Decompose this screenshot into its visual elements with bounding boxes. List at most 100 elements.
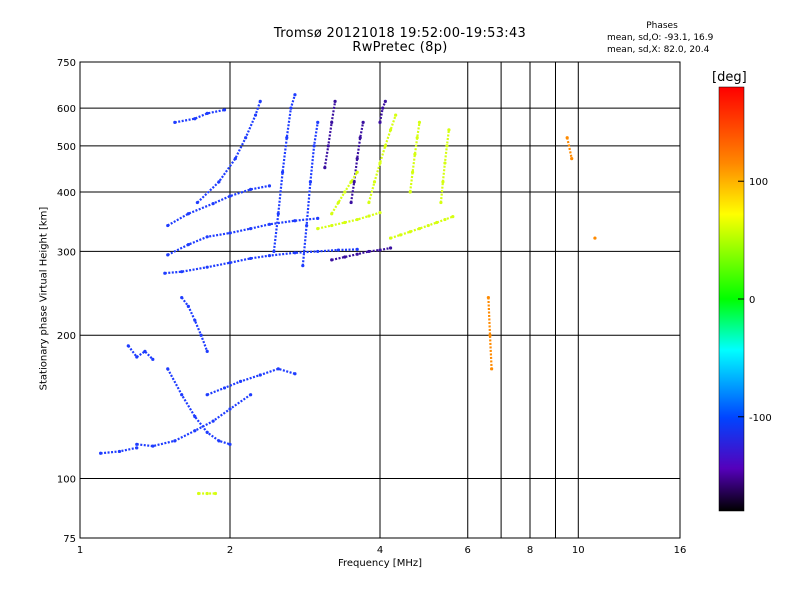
echo-trace <box>323 101 337 168</box>
stats-o-mode: mean, sd,O: -93.1, 16.9 <box>607 33 714 43</box>
echo-point <box>367 249 371 254</box>
echo-point <box>486 295 490 300</box>
echo-point <box>289 106 293 110</box>
echo-point <box>378 248 382 252</box>
echo-trace <box>350 122 365 203</box>
echo-point <box>173 439 177 443</box>
echo-point <box>228 442 232 446</box>
echo-trace <box>167 217 318 256</box>
echo-point <box>180 270 184 274</box>
echo-point <box>367 214 371 218</box>
echo-point <box>217 439 221 443</box>
echo-point <box>355 157 359 161</box>
y-tick-label: 600 <box>57 104 76 115</box>
echo-point <box>199 333 203 337</box>
echo-point <box>285 136 289 140</box>
echo-point <box>205 111 209 115</box>
echo-trace <box>409 122 421 193</box>
echo-point <box>349 200 353 205</box>
x-tick-label: 1 <box>77 545 83 556</box>
echo-point <box>193 414 197 419</box>
echo-point <box>358 136 362 140</box>
echo-point <box>399 233 403 237</box>
echo-point <box>173 120 177 124</box>
y-tick-label: 300 <box>57 247 76 258</box>
echo-point <box>426 223 430 228</box>
echo-point <box>217 180 221 184</box>
echo-point <box>193 429 197 433</box>
x-tick-label: 8 <box>527 545 533 556</box>
echo-point <box>305 223 309 228</box>
echo-point <box>272 249 276 254</box>
colorbar-tick-label: 0 <box>749 295 755 306</box>
echo-point <box>323 166 327 170</box>
echo-point <box>99 451 103 455</box>
echo-point <box>126 344 130 348</box>
echo-point <box>249 393 253 397</box>
x-axis-label: Frequency [MHz] <box>337 558 423 569</box>
echo-point <box>205 235 209 239</box>
echo-point <box>211 202 215 206</box>
echo-point <box>490 367 494 371</box>
echo-trace <box>378 101 387 123</box>
echo-point <box>293 219 297 223</box>
echo-point <box>267 253 272 258</box>
colorbar-tick-label: -100 <box>749 413 772 424</box>
echo-point <box>316 120 320 124</box>
echo-point <box>186 304 190 308</box>
colorbar-label: [deg] <box>712 70 747 85</box>
echo-point <box>355 247 359 251</box>
echo-point <box>330 120 334 124</box>
echo-point <box>135 446 139 450</box>
echo-point <box>205 349 209 353</box>
echo-point <box>211 419 215 423</box>
echo-point <box>312 144 316 148</box>
echo-trace <box>206 367 296 396</box>
echo-point <box>447 128 451 132</box>
echo-trace <box>196 101 262 204</box>
echo-point <box>439 200 443 205</box>
echo-point <box>410 170 415 174</box>
echo-point <box>417 120 422 124</box>
echo-point <box>233 157 237 161</box>
echo-point <box>388 236 393 240</box>
echo-point <box>445 144 449 148</box>
echo-trace <box>487 297 493 369</box>
echo-point <box>180 295 184 300</box>
echo-point <box>205 430 209 434</box>
echo-point <box>135 355 139 359</box>
echo-trace <box>180 296 209 352</box>
x-tick-label: 6 <box>465 545 471 556</box>
echo-trace <box>127 345 154 361</box>
echo-trace <box>317 211 381 230</box>
echo-point <box>151 357 155 361</box>
x-tick-label: 10 <box>572 545 585 556</box>
echo-point <box>355 252 359 256</box>
echo-point <box>378 210 382 215</box>
echo-point <box>413 152 417 156</box>
grid-layer <box>80 62 680 538</box>
echo-point <box>378 161 382 165</box>
echo-point <box>249 187 253 191</box>
echo-point <box>367 200 371 205</box>
echo-point <box>330 212 334 216</box>
plot-frame <box>79 61 681 539</box>
echo-point <box>205 393 209 397</box>
echo-point <box>343 220 347 225</box>
echo-trace <box>367 114 397 203</box>
echo-point <box>326 144 330 148</box>
echo-point <box>135 442 139 446</box>
echo-point <box>197 491 201 496</box>
echo-point <box>186 243 190 247</box>
echo-trace <box>331 246 391 261</box>
echo-point <box>388 128 393 132</box>
echo-point <box>372 180 377 184</box>
echo-point <box>151 444 155 448</box>
stats-heading: Phases <box>646 21 678 31</box>
echo-trace <box>390 215 454 240</box>
x-tick-label: 2 <box>227 545 233 556</box>
echo-point <box>361 120 365 124</box>
echo-point <box>383 144 387 148</box>
echo-point <box>349 180 353 184</box>
echo-trace <box>164 248 358 275</box>
